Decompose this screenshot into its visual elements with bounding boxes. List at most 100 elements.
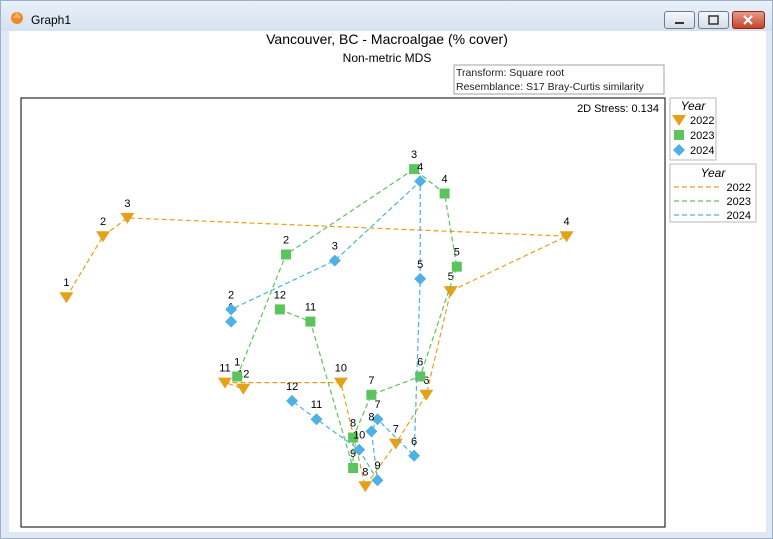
close-button[interactable]: [732, 11, 765, 29]
title-bar[interactable]: Graph1: [1, 1, 772, 31]
point-2024-9: [371, 474, 384, 487]
point-label-2022-4: 4: [564, 216, 570, 228]
point-2024-4: [414, 175, 427, 188]
point-2023-9: [348, 463, 359, 473]
line-legend-box[interactable]: [669, 163, 757, 223]
point-2023-7: [366, 389, 377, 400]
point-label-2022-3: 3: [124, 198, 130, 210]
point-label-2023-12: 12: [274, 289, 286, 301]
legend-line-label-2022: 2022: [727, 182, 751, 194]
point-2024-1: [225, 315, 238, 328]
point-label-2022-6: 6: [423, 375, 429, 387]
window-title: Graph1: [31, 13, 72, 27]
point-2022-3: [120, 212, 135, 224]
point-2023-12: [274, 304, 285, 315]
point-2024-7: [371, 413, 384, 426]
mds-chart: Vancouver, BC - Macroalgae (% cover) Non…: [20, 31, 757, 528]
maximize-button[interactable]: [698, 11, 729, 29]
point-label-2024-3: 3: [332, 241, 338, 253]
stress-label: 2D Stress: 0.134: [577, 103, 659, 115]
line-legend-title: Year: [701, 166, 727, 180]
point-label-2024-7: 7: [374, 399, 380, 411]
restore-icon: [708, 15, 719, 25]
point-2022-5: [443, 286, 458, 298]
point-label-2024-2: 2: [228, 289, 234, 301]
point-2024-8: [365, 425, 378, 438]
point-label-2023-4: 4: [442, 174, 448, 186]
point-2023-8: [348, 432, 359, 443]
transform-annotation: Transform: Square root: [456, 67, 564, 79]
point-label-2022-7: 7: [393, 424, 399, 436]
point-label-2024-9: 9: [374, 460, 380, 472]
point-label-2022-2: 2: [100, 216, 106, 228]
minimize-button[interactable]: [664, 11, 695, 29]
point-2022-7: [388, 438, 403, 450]
plot-layer: 1234567810111212345678911121234567891011…: [59, 149, 574, 493]
point-2024-11: [310, 413, 323, 426]
legend-marker-2024: [673, 144, 685, 156]
legend-line-label-2023: 2023: [727, 196, 751, 208]
point-label-2024-6: 6: [411, 436, 417, 448]
point-2024-6: [408, 449, 421, 462]
point-2024-3: [328, 254, 341, 267]
point-2023-11: [305, 316, 316, 327]
point-label-2024-11: 11: [311, 399, 322, 411]
symbol-legend: 2022 2023 2024: [672, 115, 714, 157]
symbol-legend-title: Year: [681, 99, 707, 113]
point-label-2024-4: 4: [417, 161, 423, 173]
chart-title: Vancouver, BC - Macroalgae (% cover): [266, 31, 508, 47]
point-2022-6: [419, 389, 434, 401]
point-label-2023-5: 5: [454, 247, 460, 259]
annotation-box: [453, 64, 665, 95]
point-label-2023-7: 7: [368, 375, 374, 387]
resemblance-annotation: Resemblance: S17 Bray-Curtis similarity: [456, 81, 645, 93]
chart-subtitle: Non-metric MDS: [343, 51, 432, 65]
legend-marker-2023: [674, 130, 684, 140]
legend-label-2023: 2023: [690, 130, 714, 142]
legend-marker-2022: [672, 115, 686, 126]
point-label-2023-6: 6: [417, 357, 423, 369]
point-2023-3: [409, 164, 420, 175]
point-2023-6: [415, 371, 426, 382]
point-label-2024-5: 5: [417, 259, 423, 271]
point-label-2023-1: 1: [234, 357, 240, 369]
graph-area: Vancouver, BC - Macroalgae (% cover) Non…: [9, 31, 766, 532]
minimize-icon: [675, 22, 684, 24]
point-2022-2: [96, 231, 110, 243]
point-2024-12: [286, 394, 299, 407]
point-2024-2: [225, 303, 238, 316]
point-label-2023-8: 8: [350, 418, 356, 430]
point-label-2024-12: 12: [286, 381, 298, 393]
point-label-2023-3: 3: [411, 149, 417, 161]
point-label-2022-10: 10: [335, 363, 347, 375]
point-label-2024-10: 10: [353, 430, 365, 442]
trajectory-line-2024: [230, 179, 421, 481]
point-label-2023-11: 11: [305, 302, 316, 314]
point-2022-11: [218, 377, 232, 389]
point-label-2022-1: 1: [63, 277, 69, 289]
point-2022-8: [358, 481, 373, 493]
series-2024: 123456789101112: [225, 161, 427, 487]
line-legend: 2022 2023 2024: [674, 182, 751, 222]
point-2023-2: [281, 249, 291, 260]
point-2023-5: [451, 261, 462, 272]
point-label-2022-8: 8: [362, 466, 368, 478]
close-icon: [743, 15, 753, 25]
point-label-2022-5: 5: [448, 271, 454, 283]
point-2022-1: [59, 292, 74, 304]
point-label-2024-8: 8: [368, 411, 374, 423]
point-2023-1: [232, 371, 243, 382]
legend-line-label-2024: 2024: [727, 210, 751, 222]
legend-label-2022: 2022: [690, 115, 714, 127]
point-2022-4: [559, 231, 574, 243]
point-2022-10: [333, 377, 348, 389]
app-logo-icon: [11, 12, 23, 24]
trajectory-line-2023: [236, 168, 458, 469]
trajectory-line-2022: [65, 217, 567, 488]
point-label-2023-9: 9: [350, 448, 356, 460]
legend-label-2024: 2024: [690, 145, 714, 157]
point-2023-4: [439, 188, 450, 199]
